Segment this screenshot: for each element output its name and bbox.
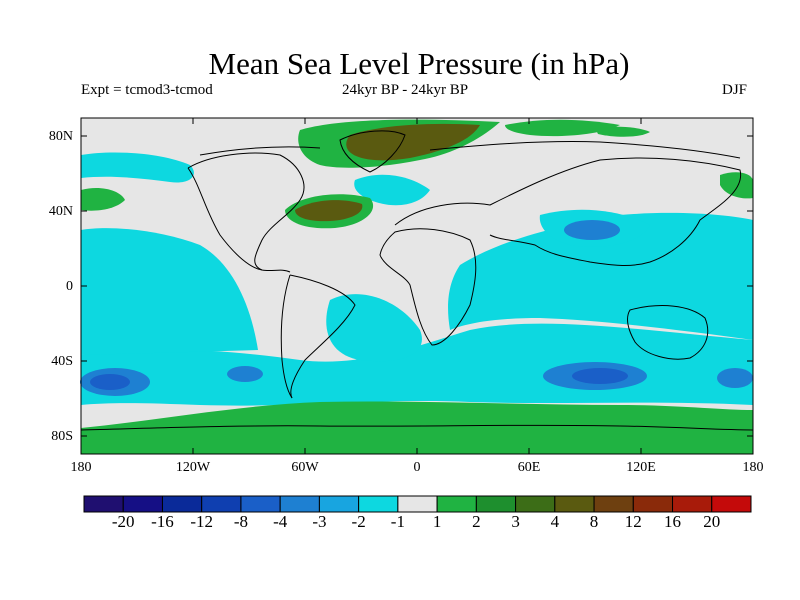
colorbar-swatch [201,495,242,513]
south-pacific-core-inner [90,374,130,390]
coast-australia [627,305,709,360]
colorbar-swatch [318,495,360,513]
colorbar-label: -12 [190,512,214,531]
y-tick-40n: 40N [48,204,73,219]
atlantic-positive-core [295,200,363,222]
colorbar-label: 2 [472,512,481,531]
coast-europe-asia [394,157,742,266]
colorbar-swatch [672,495,713,513]
period-label: 24kyr BP - 24kyr BP [342,82,469,98]
colorbar-swatch [240,495,281,513]
north-atlantic-negative [354,174,430,206]
colorbar-label: -16 [151,512,174,531]
colorbar-swatch [593,495,634,513]
indian-ocean-core-inner [572,368,628,384]
colorbar-label: 20 [703,512,721,531]
colorbar-swatch [436,495,477,513]
x-tick-60w: 60W [291,460,319,475]
atlantic-negative-region [326,294,422,362]
coast-north-america-west [187,167,263,271]
experiment-label: Expt = tcmod3-tcmod [81,82,213,98]
coast-north-america [187,152,305,273]
x-tick-180e: 180 [742,460,764,475]
map-panel [80,117,754,455]
colorbar-swatch [711,495,752,513]
siberia-positive [720,172,753,199]
colorbar-swatch [358,495,399,513]
colorbar-swatch [515,495,556,513]
colorbar-swatch [632,495,674,513]
colorbar-label: 12 [624,512,642,531]
coast-arctic [199,141,741,159]
colorbar-label: 8 [589,512,599,531]
colorbar-label: 1 [432,512,442,531]
north-pacific-negative [81,152,194,183]
arctic-positive [505,119,620,137]
x-tick-60e: 60E [517,460,541,475]
x-tick-120w: 120W [175,460,211,475]
arctic-positive-2 [595,126,650,137]
x-tick-180w: 180 [70,460,92,475]
colorbar-swatch [122,495,163,513]
axis-ticks [80,118,754,454]
coastlines [80,130,754,431]
season-label: DJF [722,82,748,98]
coast-antarctica [80,424,754,431]
colorbar-label: 16 [664,512,682,531]
y-tick-80n: 80N [48,129,73,144]
tibet-core [564,220,620,240]
indian-negative-region [448,212,753,340]
antarctic-positive-band [81,401,753,454]
north-pacific-positive [81,188,125,211]
x-tick-0: 0 [413,460,421,475]
greenland-positive-core [346,123,480,161]
colorbar-label: -20 [111,512,135,531]
coast-south-america [289,274,356,399]
east-pacific-core [717,368,753,388]
colorbar-swatch [83,495,124,513]
colorbar-label: 4 [550,512,560,531]
coast-south-america-west [280,274,293,399]
colorbar [83,495,752,513]
y-tick-0: 0 [66,279,73,294]
colorbar-label: 3 [511,512,520,531]
y-tick-80s: 80S [51,429,73,444]
coast-greenland [339,130,406,173]
y-tick-40s: 40S [51,354,73,369]
pacific-negative-region [81,228,258,355]
colorbar-swatch [279,495,320,513]
colorbar-swatch [161,495,203,513]
colorbar-label: -3 [312,512,327,531]
plot-title: Mean Sea Level Pressure (in hPa) [208,46,630,81]
coast-africa [379,228,477,346]
colorbar-label: -4 [273,512,288,531]
colorbar-swatch [554,495,595,513]
x-tick-120e: 120E [626,460,656,475]
colorbar-label: -8 [233,512,249,531]
colorbar-swatch [397,495,438,513]
colorbar-label: -2 [351,512,366,531]
colorbar-label: -1 [390,512,405,531]
south-atlantic-core [227,366,263,382]
colorbar-swatch [475,495,517,513]
